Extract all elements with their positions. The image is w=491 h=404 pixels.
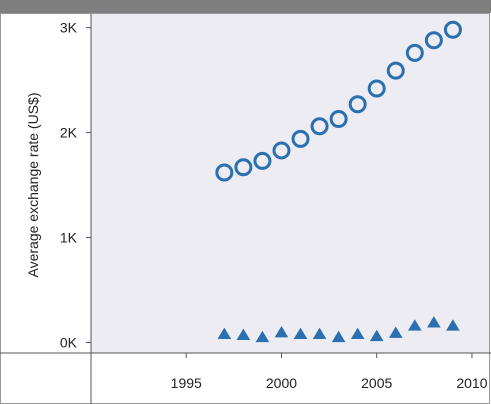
series-1-point (443, 20, 462, 39)
series-1-point (310, 117, 329, 136)
series-2-point (388, 326, 403, 338)
y-tick-label: 1K (60, 230, 78, 246)
series-2-point (274, 326, 289, 338)
series-2-point (217, 327, 232, 339)
y-tick-label: 3K (60, 20, 78, 36)
series-1-point (253, 151, 272, 170)
x-tick-label: 1995 (171, 375, 202, 391)
series-2-point (446, 319, 460, 331)
y-tick-label: 0K (60, 335, 78, 351)
series-2-point (369, 329, 384, 342)
series-2-point (236, 328, 251, 341)
series-2-point (331, 330, 346, 343)
series-1-point (424, 31, 443, 50)
series-1-point (215, 163, 234, 182)
series-1-point (367, 79, 386, 98)
x-tick-label: 2000 (266, 375, 297, 391)
series-2-point (293, 327, 308, 339)
series-1-point (329, 109, 348, 128)
top-band (0, 0, 491, 13)
series-1-point (234, 158, 253, 177)
x-ticks: 1995 2000 2005 2010 (171, 353, 488, 391)
series-1-point (405, 43, 424, 62)
series-1-point (272, 141, 291, 160)
x-tick-label: 2010 (456, 375, 487, 391)
series-1-point (348, 95, 367, 114)
y-ticks: 0K 1K 2K 3K (60, 20, 91, 351)
series-2-point (407, 319, 422, 331)
x-tick-label: 2005 (361, 375, 392, 391)
series-2-point (255, 330, 270, 343)
series-2-point (350, 327, 365, 339)
plot-area (91, 14, 489, 353)
series-layer (215, 20, 462, 343)
y-tick-label: 2K (60, 125, 78, 141)
series-2-point (312, 327, 327, 339)
y-axis-title: Average exchange rate (US$) (25, 93, 41, 278)
series-1-point (291, 129, 310, 148)
series-2-point (427, 316, 441, 328)
series-1-point (386, 61, 405, 80)
